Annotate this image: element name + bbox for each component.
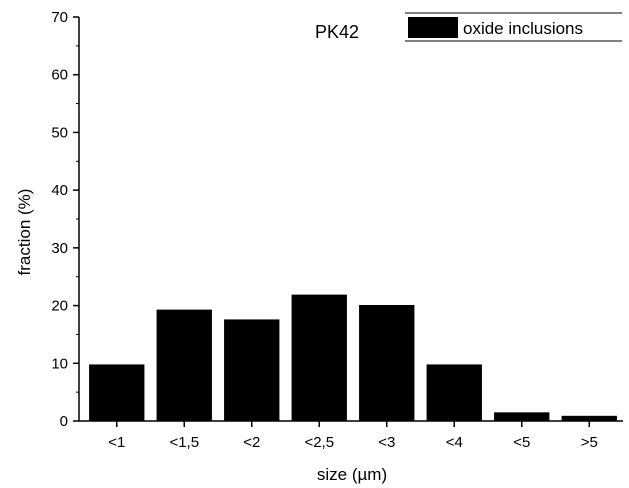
- bar-4: [291, 294, 347, 421]
- bar-7: [494, 412, 550, 421]
- y-tick-label: 30: [51, 240, 68, 257]
- legend-swatch: [408, 17, 458, 38]
- x-tick-label: <1: [108, 434, 125, 451]
- y-tick-label: 10: [51, 355, 68, 372]
- legend: oxide inclusions: [405, 12, 622, 42]
- y-tick-label: 50: [51, 124, 68, 141]
- y-tick-label: 0: [60, 413, 68, 430]
- x-tick-label: <2,5: [304, 434, 334, 451]
- bar-8: [561, 415, 617, 421]
- x-tick-label: <5: [513, 434, 530, 451]
- x-tick-label: >5: [581, 434, 598, 451]
- x-tick-label: <4: [446, 434, 463, 451]
- bars: [89, 294, 617, 421]
- legend-label: oxide inclusions: [463, 19, 583, 38]
- y-tick-label: 20: [51, 298, 68, 315]
- bar-2: [156, 309, 212, 421]
- x-tick-label: <2: [243, 434, 260, 451]
- y-tick-label: 40: [51, 182, 68, 199]
- chart-title: PK42: [315, 22, 359, 42]
- bar-3: [224, 319, 280, 421]
- x-tick-label: <1,5: [169, 434, 199, 451]
- y-axis-ticks: 0 10 20 30 40 50 60 70: [51, 9, 79, 430]
- bar-5: [359, 304, 415, 421]
- x-tick-label: <3: [378, 434, 395, 451]
- y-tick-label: 70: [51, 9, 68, 26]
- x-axis-ticks: <1 <1,5 <2 <2,5 <3 <4 <5 >5: [108, 421, 598, 451]
- bar-1: [89, 364, 145, 421]
- x-axis-label: size (µm): [317, 465, 387, 484]
- y-tick-label: 60: [51, 67, 68, 84]
- y-axis-label: fraction (%): [15, 189, 34, 276]
- bar-6: [426, 364, 482, 421]
